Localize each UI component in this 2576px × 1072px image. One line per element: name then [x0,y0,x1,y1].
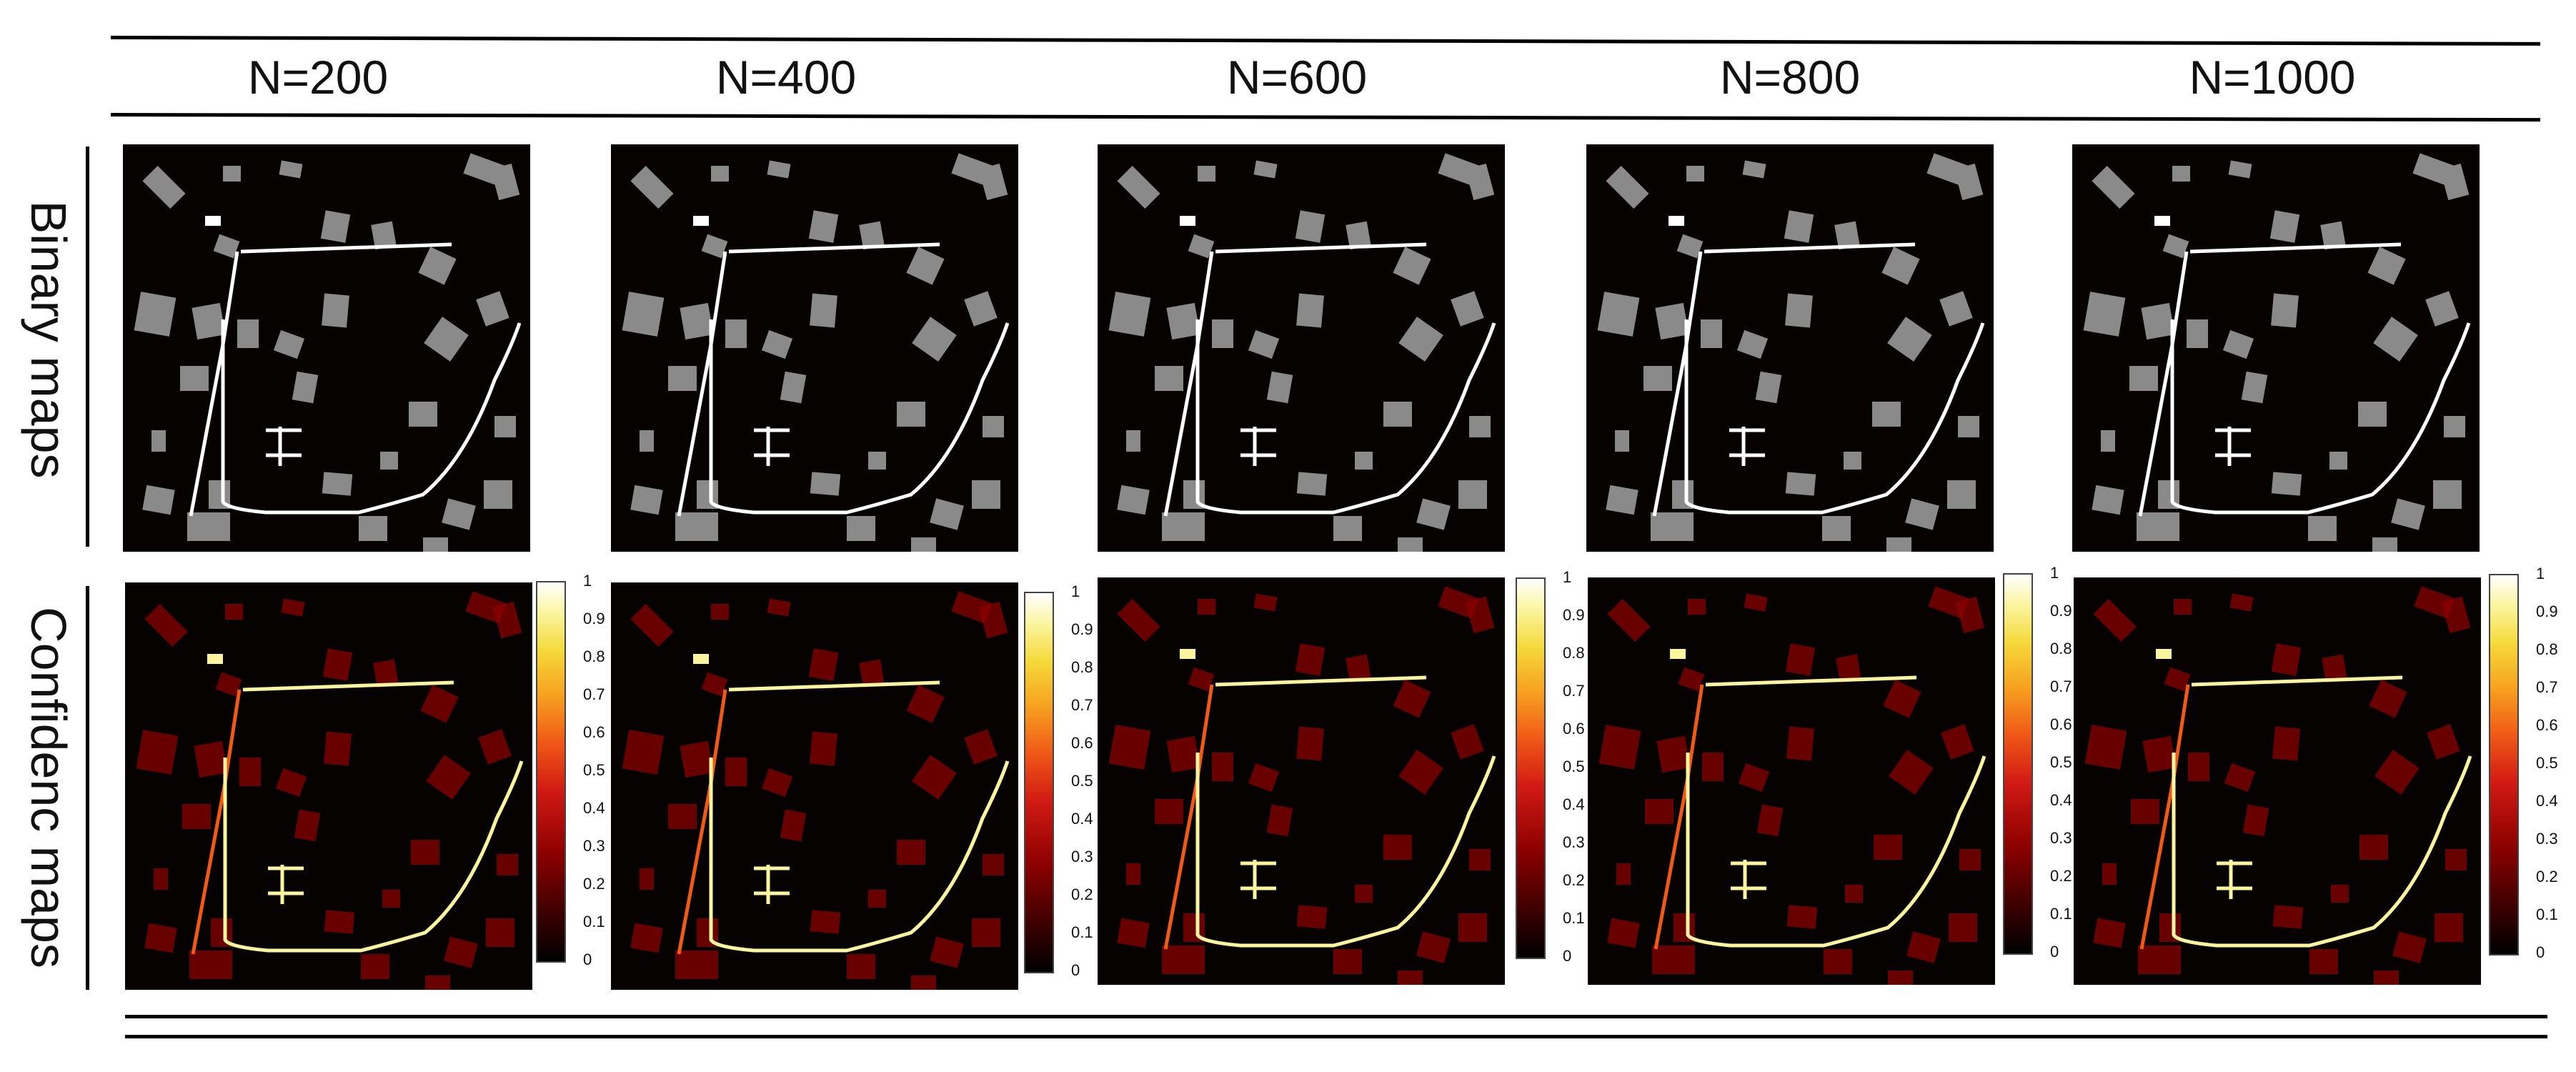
colorbar-tick-label: 0.9 [1563,606,1585,624]
binary-map-n600 [1098,144,1505,552]
colorbar-tick-label: 0.7 [2050,678,2072,695]
confidence-map-n200 [125,582,532,990]
colorbar-tick-label: 0.5 [2536,754,2558,772]
table-top-rule [110,36,2540,46]
column-header-n600: N=600 [1226,51,1368,104]
colorbar-tick-label: 0 [1563,947,1572,965]
colorbar-tick-label: 0.7 [1071,696,1093,714]
colorbar-tick-label: 0.7 [1563,682,1585,700]
row-label-confidence: Confidenc maps [21,607,76,968]
colorbar-tick-label: 0.2 [1563,871,1585,889]
colorbar-n1000 [2489,574,2519,956]
colorbar-tick-label: 0.3 [583,837,605,855]
colorbar-tick-label: 0 [2050,943,2059,961]
column-header-n1000: N=1000 [2189,51,2356,104]
colorbar-tick-label: 0.6 [2536,716,2558,734]
colorbar-tick-label: 0 [583,951,592,968]
colorbar-ticks-n800: 1 0.9 0.8 0.7 0.6 0.5 0.4 0.3 0.2 0.1 0 [2050,565,2093,960]
colorbar-tick-label: 0.4 [1071,810,1093,828]
colorbar-tick-label: 1 [2536,565,2545,582]
confidence-map-n600 [1098,577,1505,985]
colorbar-tick-label: 1 [1071,582,1080,600]
colorbar-tick-label: 1 [2050,564,2059,582]
colorbar-tick-label: 0.9 [1071,620,1093,638]
colorbar-ticks-n400: 1 0.9 0.8 0.7 0.6 0.5 0.4 0.3 0.2 0.1 0 [1071,584,1114,978]
colorbar-tick-label: 0.8 [2050,640,2072,657]
colorbar-tick-label: 0.8 [2536,640,2558,658]
colorbar-n400 [1024,592,1054,973]
row-label-binary: Binary maps [21,200,76,479]
table-bottom-rule-2 [125,1035,2547,1038]
binary-row-bar [86,147,89,547]
confidence-row-bar [86,586,89,990]
binary-map-n800 [1586,144,1994,552]
colorbar-tick-label: 0.6 [1071,734,1093,752]
colorbar-tick-label: 1 [583,572,592,590]
colorbar-tick-label: 0.5 [1071,772,1093,790]
colorbar-tick-label: 0.1 [583,913,605,930]
colorbar-tick-label: 0.8 [1563,644,1585,662]
colorbar-tick-label: 0.7 [583,685,605,703]
colorbar-tick-label: 0.9 [583,610,605,627]
colorbar-tick-label: 0.6 [1563,720,1585,738]
colorbar-tick-label: 0.1 [2536,905,2558,923]
colorbar-tick-label: 0.5 [2050,753,2072,771]
binary-map-n1000 [2072,144,2480,552]
confidence-map-n1000 [2074,577,2481,985]
colorbar-ticks-n200: 1 0.9 0.8 0.7 0.6 0.5 0.4 0.3 0.2 0.1 0 [583,573,626,968]
colorbar-tick-label: 0.9 [2536,602,2558,620]
colorbar-tick-label: 0.4 [1563,795,1585,813]
header-bottom-rule [110,113,2540,122]
binary-map-n200 [123,144,530,552]
colorbar-tick-label: 0.1 [2050,905,2072,923]
colorbar-tick-label: 0.1 [1563,909,1585,927]
colorbar-tick-label: 0.1 [1071,923,1093,941]
confidence-map-n800 [1588,577,1995,985]
table-bottom-rule-1 [125,1015,2547,1018]
column-header-n800: N=800 [1719,51,1861,104]
binary-map-n400 [611,144,1018,552]
colorbar-ticks-n600: 1 0.9 0.8 0.7 0.6 0.5 0.4 0.3 0.2 0.1 0 [1563,570,1606,964]
colorbar-tick-label: 0.2 [2536,868,2558,885]
colorbar-tick-label: 0.4 [2050,791,2072,809]
colorbar-tick-label: 0.6 [583,723,605,741]
colorbar-tick-label: 0.4 [2536,792,2558,810]
colorbar-tick-label: 0.7 [2536,678,2558,696]
column-header-n200: N=200 [247,51,389,104]
colorbar-tick-label: 0.3 [2050,829,2072,847]
colorbar-tick-label: 0.3 [1563,833,1585,851]
colorbar-tick-label: 0.3 [2536,830,2558,848]
colorbar-tick-label: 0.2 [583,875,605,893]
colorbar-tick-label: 0.3 [1071,848,1093,865]
colorbar-tick-label: 0 [2536,943,2545,961]
colorbar-n200 [536,581,566,963]
colorbar-tick-label: 0.2 [2050,867,2072,885]
colorbar-tick-label: 0.5 [583,761,605,779]
colorbar-tick-label: 0 [1071,961,1080,979]
colorbar-n800 [2003,573,2033,955]
colorbar-tick-label: 0.9 [2050,602,2072,620]
colorbar-tick-label: 0.5 [1563,758,1585,775]
colorbar-tick-label: 0.6 [2050,715,2072,733]
colorbar-tick-label: 0.4 [583,799,605,817]
colorbar-tick-label: 0.8 [1071,658,1093,676]
confidence-map-n400 [611,582,1018,990]
column-header-n400: N=400 [715,51,857,104]
colorbar-tick-label: 1 [1563,568,1572,586]
colorbar-n600 [1516,577,1546,959]
colorbar-ticks-n1000: 1 0.9 0.8 0.7 0.6 0.5 0.4 0.3 0.2 0.1 0 [2536,566,2576,961]
colorbar-tick-label: 0.8 [583,647,605,665]
colorbar-tick-label: 0.2 [1071,885,1093,903]
